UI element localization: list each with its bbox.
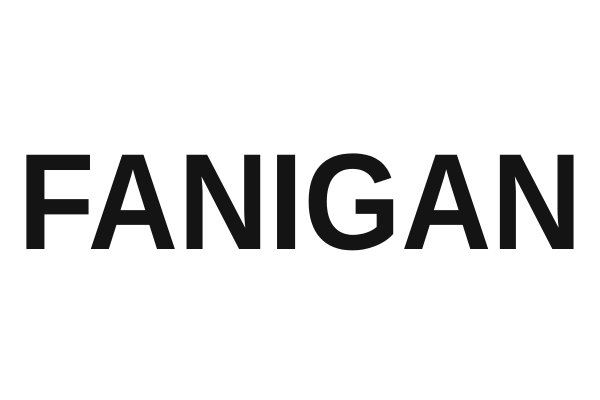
wordmark-text: FANIGAN bbox=[18, 126, 582, 279]
